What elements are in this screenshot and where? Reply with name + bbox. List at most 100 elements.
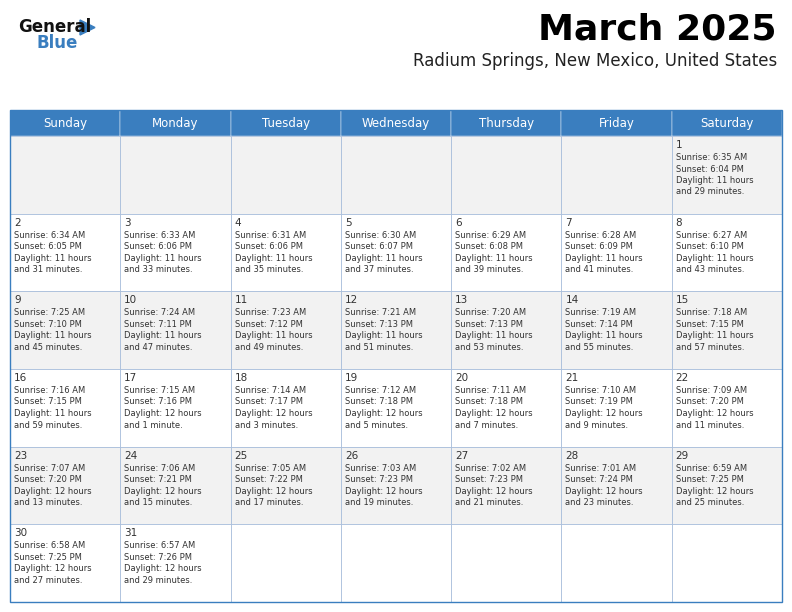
Text: and 47 minutes.: and 47 minutes. <box>124 343 192 352</box>
Text: and 27 minutes.: and 27 minutes. <box>14 576 82 585</box>
Text: Sunset: 7:13 PM: Sunset: 7:13 PM <box>455 320 524 329</box>
Bar <box>10 110 120 136</box>
Text: Sunrise: 6:33 AM: Sunrise: 6:33 AM <box>124 231 196 240</box>
Text: Sunrise: 6:58 AM: Sunrise: 6:58 AM <box>14 542 86 550</box>
Text: and 31 minutes.: and 31 minutes. <box>14 265 82 274</box>
Bar <box>10 136 120 214</box>
Text: and 53 minutes.: and 53 minutes. <box>455 343 524 352</box>
Text: and 11 minutes.: and 11 minutes. <box>676 420 744 430</box>
Text: Sunset: 7:25 PM: Sunset: 7:25 PM <box>676 475 744 484</box>
Text: 10: 10 <box>124 296 137 305</box>
Text: Sunset: 7:20 PM: Sunset: 7:20 PM <box>676 398 744 406</box>
Text: Daylight: 12 hours: Daylight: 12 hours <box>234 409 312 418</box>
Text: and 17 minutes.: and 17 minutes. <box>234 498 303 507</box>
Text: Sunset: 7:15 PM: Sunset: 7:15 PM <box>14 398 82 406</box>
Text: Daylight: 12 hours: Daylight: 12 hours <box>14 564 92 573</box>
Text: Sunrise: 7:20 AM: Sunrise: 7:20 AM <box>455 308 526 318</box>
Text: and 21 minutes.: and 21 minutes. <box>455 498 524 507</box>
Text: Sunset: 7:23 PM: Sunset: 7:23 PM <box>345 475 413 484</box>
Text: 4: 4 <box>234 218 242 228</box>
Text: Daylight: 12 hours: Daylight: 12 hours <box>124 409 202 418</box>
Text: 30: 30 <box>14 528 27 539</box>
Text: and 37 minutes.: and 37 minutes. <box>345 265 413 274</box>
Text: and 49 minutes.: and 49 minutes. <box>234 343 303 352</box>
Bar <box>672 524 782 602</box>
Bar <box>672 214 782 291</box>
Bar <box>341 214 451 291</box>
Text: Sunrise: 7:16 AM: Sunrise: 7:16 AM <box>14 386 86 395</box>
Text: and 9 minutes.: and 9 minutes. <box>565 420 629 430</box>
Text: 22: 22 <box>676 373 689 383</box>
Bar <box>562 136 672 214</box>
Polygon shape <box>80 20 95 35</box>
Text: 24: 24 <box>124 450 138 461</box>
Text: and 57 minutes.: and 57 minutes. <box>676 343 744 352</box>
Text: 25: 25 <box>234 450 248 461</box>
Text: 7: 7 <box>565 218 572 228</box>
Text: 15: 15 <box>676 296 689 305</box>
Text: Sunrise: 7:10 AM: Sunrise: 7:10 AM <box>565 386 637 395</box>
Text: Sunset: 7:22 PM: Sunset: 7:22 PM <box>234 475 303 484</box>
Text: and 23 minutes.: and 23 minutes. <box>565 498 634 507</box>
Text: Blue: Blue <box>36 34 78 52</box>
Text: Sunset: 7:12 PM: Sunset: 7:12 PM <box>234 320 303 329</box>
Bar <box>120 447 230 524</box>
Text: Sunset: 7:21 PM: Sunset: 7:21 PM <box>124 475 192 484</box>
Bar <box>562 369 672 447</box>
Text: Sunrise: 7:09 AM: Sunrise: 7:09 AM <box>676 386 747 395</box>
Text: 28: 28 <box>565 450 579 461</box>
Bar <box>10 214 120 291</box>
Text: Sunset: 7:16 PM: Sunset: 7:16 PM <box>124 398 192 406</box>
Text: Sunrise: 7:18 AM: Sunrise: 7:18 AM <box>676 308 747 318</box>
Text: and 29 minutes.: and 29 minutes. <box>676 187 744 196</box>
Text: Sunset: 6:08 PM: Sunset: 6:08 PM <box>455 242 524 251</box>
Text: Sunrise: 7:01 AM: Sunrise: 7:01 AM <box>565 464 637 472</box>
Bar <box>120 136 230 214</box>
Text: Sunrise: 7:07 AM: Sunrise: 7:07 AM <box>14 464 86 472</box>
Text: Sunrise: 6:30 AM: Sunrise: 6:30 AM <box>345 231 416 240</box>
Text: 12: 12 <box>345 296 358 305</box>
Bar <box>451 369 562 447</box>
Text: Tuesday: Tuesday <box>261 116 310 130</box>
Bar <box>230 214 341 291</box>
Text: 6: 6 <box>455 218 462 228</box>
Text: Sunset: 6:09 PM: Sunset: 6:09 PM <box>565 242 634 251</box>
Bar <box>562 214 672 291</box>
Bar <box>230 110 341 136</box>
Text: March 2025: March 2025 <box>539 12 777 46</box>
Text: Daylight: 11 hours: Daylight: 11 hours <box>345 331 422 340</box>
Bar <box>451 214 562 291</box>
Text: 29: 29 <box>676 450 689 461</box>
Bar <box>120 369 230 447</box>
Bar <box>341 447 451 524</box>
Bar <box>451 447 562 524</box>
Bar <box>10 524 120 602</box>
Text: Thursday: Thursday <box>478 116 534 130</box>
Text: Sunset: 7:24 PM: Sunset: 7:24 PM <box>565 475 634 484</box>
Bar <box>672 291 782 369</box>
Text: 11: 11 <box>234 296 248 305</box>
Text: Daylight: 12 hours: Daylight: 12 hours <box>676 409 753 418</box>
Text: 13: 13 <box>455 296 468 305</box>
Text: Sunrise: 6:35 AM: Sunrise: 6:35 AM <box>676 153 747 162</box>
Bar <box>562 110 672 136</box>
Text: Sunset: 7:17 PM: Sunset: 7:17 PM <box>234 398 303 406</box>
Text: and 43 minutes.: and 43 minutes. <box>676 265 744 274</box>
Text: Sunrise: 7:03 AM: Sunrise: 7:03 AM <box>345 464 416 472</box>
Text: Sunrise: 6:59 AM: Sunrise: 6:59 AM <box>676 464 747 472</box>
Text: 2: 2 <box>14 218 21 228</box>
Text: 27: 27 <box>455 450 468 461</box>
Text: Daylight: 12 hours: Daylight: 12 hours <box>455 409 533 418</box>
Text: Sunrise: 6:28 AM: Sunrise: 6:28 AM <box>565 231 637 240</box>
Text: Wednesday: Wednesday <box>362 116 430 130</box>
Bar <box>10 369 120 447</box>
Bar <box>451 524 562 602</box>
Text: Daylight: 11 hours: Daylight: 11 hours <box>676 253 753 263</box>
Text: Daylight: 12 hours: Daylight: 12 hours <box>345 487 422 496</box>
Bar <box>341 369 451 447</box>
Text: 20: 20 <box>455 373 468 383</box>
Text: and 59 minutes.: and 59 minutes. <box>14 420 82 430</box>
Text: Sunrise: 6:57 AM: Sunrise: 6:57 AM <box>124 542 196 550</box>
Text: 9: 9 <box>14 296 21 305</box>
Text: 8: 8 <box>676 218 683 228</box>
